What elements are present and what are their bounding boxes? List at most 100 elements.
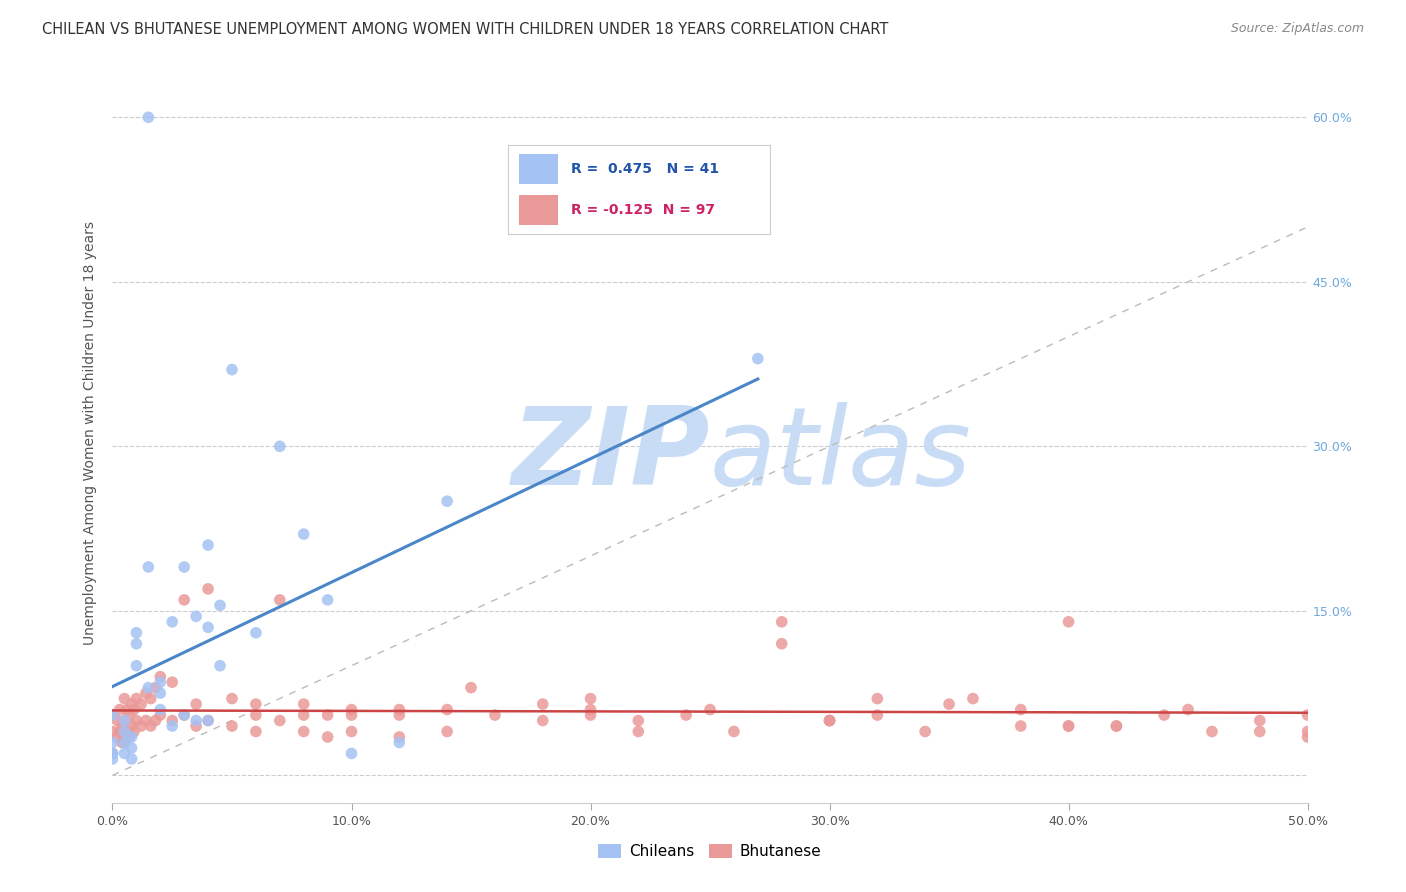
Point (125, 637, 148, 651)
Point (135, 714, 157, 728)
Text: ZIP: ZIP (512, 401, 710, 508)
Point (125, 714, 148, 728)
Point (1249, 724, 1271, 739)
Point (938, 697, 960, 711)
Point (245, 625, 267, 640)
Point (460, 681, 482, 695)
Point (101, 747, 124, 761)
Point (115, 724, 138, 739)
Point (531, 697, 554, 711)
Point (114, 724, 135, 739)
Point (292, 724, 315, 739)
Y-axis label: Unemployment Among Women with Children Under 18 years: Unemployment Among Women with Children U… (83, 220, 97, 645)
Point (197, 714, 219, 728)
Point (105, 730, 128, 744)
Point (1177, 702, 1199, 716)
Point (1105, 719, 1128, 733)
Point (149, 675, 172, 690)
Point (145, 714, 167, 728)
Point (105, 714, 128, 728)
Point (221, 719, 243, 733)
Point (149, 686, 172, 700)
Point (292, 708, 315, 723)
Point (173, 560, 195, 574)
Point (197, 714, 219, 728)
Point (108, 702, 131, 716)
Point (129, 719, 152, 733)
Point (245, 697, 267, 711)
Point (269, 439, 291, 453)
Point (316, 593, 339, 607)
Point (388, 730, 411, 744)
Point (125, 691, 148, 706)
Point (1057, 615, 1080, 629)
Point (1249, 714, 1271, 728)
Text: R = -0.125  N = 97: R = -0.125 N = 97 (571, 203, 714, 217)
Point (118, 708, 141, 723)
Point (1010, 719, 1032, 733)
Point (1296, 730, 1319, 744)
Point (101, 747, 124, 761)
Point (1296, 708, 1319, 723)
Point (316, 708, 339, 723)
Point (197, 582, 219, 596)
Point (1153, 708, 1175, 723)
Point (101, 752, 124, 766)
Point (173, 708, 195, 723)
Point (388, 735, 411, 749)
Point (139, 691, 162, 706)
Point (108, 724, 131, 739)
Point (388, 708, 411, 723)
FancyBboxPatch shape (519, 194, 558, 225)
Point (114, 747, 135, 761)
Point (186, 714, 208, 728)
Point (1296, 724, 1319, 739)
Point (111, 735, 134, 749)
Point (125, 625, 148, 640)
Point (579, 691, 602, 706)
Point (436, 494, 458, 508)
Point (245, 708, 267, 723)
Point (209, 658, 232, 673)
Legend: Chileans, Bhutanese: Chileans, Bhutanese (592, 838, 828, 865)
Point (114, 714, 135, 728)
Point (122, 702, 145, 716)
Point (579, 702, 602, 716)
Point (121, 741, 143, 756)
Point (866, 691, 889, 706)
Point (388, 702, 411, 716)
Point (699, 702, 721, 716)
Point (292, 527, 315, 541)
Point (173, 708, 195, 723)
Point (101, 708, 124, 723)
Point (135, 686, 157, 700)
Point (162, 714, 183, 728)
Point (436, 702, 458, 716)
Point (723, 724, 745, 739)
Point (114, 714, 135, 728)
Point (186, 719, 208, 733)
Point (129, 697, 152, 711)
Point (121, 697, 143, 711)
Point (316, 730, 339, 744)
Point (111, 719, 134, 733)
Point (139, 719, 162, 733)
Point (818, 714, 841, 728)
Point (531, 714, 554, 728)
Point (114, 691, 135, 706)
Point (114, 735, 135, 749)
Point (149, 708, 172, 723)
FancyBboxPatch shape (519, 153, 558, 184)
Point (269, 714, 291, 728)
Point (340, 724, 363, 739)
Point (138, 110, 160, 124)
Point (579, 708, 602, 723)
Point (162, 719, 183, 733)
Point (101, 724, 124, 739)
Point (149, 670, 172, 684)
Point (292, 697, 315, 711)
Point (866, 708, 889, 723)
Point (747, 351, 769, 366)
Point (484, 708, 506, 723)
Point (125, 658, 148, 673)
